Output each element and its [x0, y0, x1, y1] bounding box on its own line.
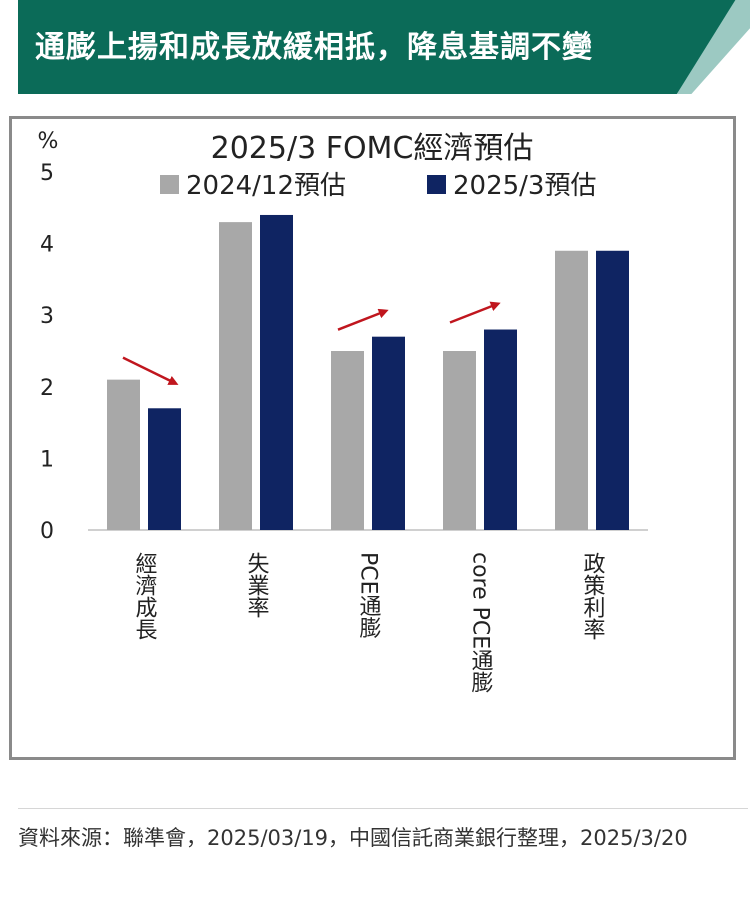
- bar-current-2: [372, 336, 405, 530]
- bar-chart: 2025/3 FOMC經濟預估 % 2024/12預估 2025/3預估 0 1 2 3…: [38, 129, 648, 694]
- legend-swatch: [160, 175, 179, 194]
- header-band: [18, 0, 750, 94]
- trend-arrow-down: [122, 356, 179, 385]
- bar-current-3: [484, 329, 517, 530]
- trend-arrows: [122, 301, 501, 385]
- legend-label: 2025/3預估: [453, 171, 596, 201]
- bar-prior-3: [443, 351, 476, 530]
- bar-current-4: [596, 250, 629, 530]
- bar-prior-0: [107, 379, 140, 530]
- bar-current-1: [260, 214, 293, 530]
- x-tick-label: core PCE通膨: [468, 552, 494, 694]
- x-tick-label: 失業率: [244, 552, 270, 618]
- y-tick-label: 3: [40, 304, 54, 329]
- y-tick-label: 5: [40, 161, 54, 186]
- x-axis-labels: 經濟成長 失業率 PCE通膨 core PCE通膨 政策利率: [132, 552, 606, 694]
- y-tick-label: 0: [40, 519, 54, 544]
- x-tick-label: 政策利率: [580, 552, 606, 640]
- legend-swatch: [427, 175, 446, 194]
- bar-prior-2: [331, 351, 364, 530]
- source-note: 資料來源：聯準會，2025/03/19，中國信託商業銀行整理，2025/3/20: [18, 808, 748, 854]
- y-tick-label: 4: [40, 233, 54, 258]
- bar-prior-4: [555, 250, 588, 530]
- chart-frame: [9, 116, 736, 760]
- x-tick-label: PCE通膨: [356, 552, 382, 639]
- page-title: 通膨上揚和成長放緩相抵，降息基調不變: [35, 30, 593, 65]
- header-banner: 通膨上揚和成長放緩相抵，降息基調不變: [18, 0, 750, 94]
- trend-arrow-up: [337, 308, 389, 331]
- trend-arrow-up: [449, 301, 501, 324]
- bar-prior-1: [219, 222, 252, 530]
- y-tick-label: 2: [40, 376, 54, 401]
- y-tick-label: 1: [40, 447, 54, 472]
- x-tick-label: 經濟成長: [132, 552, 158, 640]
- bars: [107, 214, 629, 530]
- bar-current-0: [148, 408, 181, 530]
- legend-label: 2024/12預估: [186, 171, 346, 201]
- chart-legend: 2024/12預估 2025/3預估: [160, 171, 596, 201]
- y-axis-unit: %: [38, 129, 59, 154]
- y-axis: 0 1 2 3 4 5: [40, 161, 54, 544]
- chart-title: 2025/3 FOMC經濟預估: [211, 131, 534, 166]
